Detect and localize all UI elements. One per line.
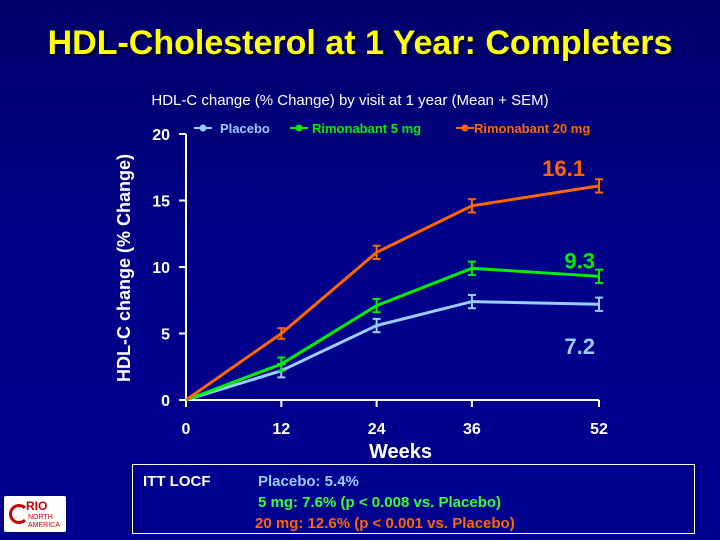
y-axis-label: HDL-C change (% Change) [114, 154, 134, 382]
legend-marker [295, 124, 303, 132]
x-tick-label: 24 [368, 421, 386, 438]
x-axis-label: Weeks [369, 441, 432, 463]
slide-title: HDL-Cholesterol at 1 Year: Completers [47, 24, 673, 62]
logo-swirl-icon [9, 504, 29, 524]
legend-marker [199, 124, 207, 132]
legend-marker [461, 124, 469, 132]
series-line-2 [185, 184, 600, 402]
end-value-label: 16.1 [542, 156, 585, 181]
itt-locf-box: ITT LOCF Placebo: 5.4% 5 mg: 7.6% (p < 0… [132, 464, 695, 534]
legend-label: Placebo [220, 121, 270, 136]
5mg-stat: 5 mg: 7.6% (p < 0.008 vs. Placebo) [258, 494, 502, 511]
y-tick-label: 10 [152, 260, 170, 277]
series-line-0 [185, 300, 600, 402]
line-chart: 0 5 10 15 20 0 12 24 36 52 Weeks HDL-C change (% Ch… [114, 121, 608, 463]
y-tick-label: 15 [152, 194, 170, 211]
rio-north-america-logo: RIO NORTH AMERICA [4, 496, 66, 532]
y-tick-label: 0 [161, 393, 170, 410]
legend-label: Rimonabant 20 mg [474, 121, 590, 136]
logo-text: RIO [26, 499, 48, 513]
x-tick-label: 0 [182, 421, 191, 438]
x-tick-label: 12 [272, 421, 290, 438]
chart-subtitle: HDL-C change (% Change) by visit at 1 ye… [151, 92, 549, 109]
placebo-stat: Placebo: 5.4% [258, 473, 359, 490]
20mg-stat: 20 mg: 12.6% (p < 0.001 vs. Placebo) [255, 515, 515, 532]
end-value-label: 9.3 [564, 248, 595, 273]
itt-locf-label: ITT LOCF [143, 473, 211, 490]
y-tick-label: 5 [161, 327, 170, 344]
x-tick-label: 36 [463, 421, 481, 438]
end-value-label: 7.2 [564, 334, 595, 359]
logo-subtext: NORTH AMERICA [28, 514, 60, 529]
y-tick-label: 20 [152, 127, 170, 144]
legend-label: Rimonabant 5 mg [312, 121, 421, 136]
x-tick-label: 52 [590, 421, 608, 438]
